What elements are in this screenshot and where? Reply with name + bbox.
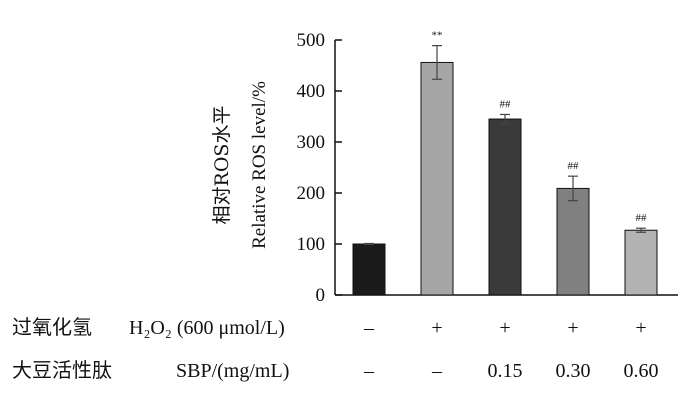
significance-label: ## — [636, 212, 648, 224]
y-axis-title-en: Relative ROS level/% — [249, 81, 270, 249]
significance-label: ## — [500, 98, 512, 110]
treatment-value: – — [363, 317, 375, 339]
bar — [352, 243, 386, 296]
treatment-agent: SBP/(mg/mL) — [176, 360, 289, 382]
treatment-value: 0.30 — [556, 360, 591, 382]
y-tick-label: 400 — [297, 81, 326, 102]
treatment-value: + — [499, 317, 510, 339]
bar — [556, 187, 590, 296]
treatment-value: + — [567, 317, 578, 339]
y-axis-title-cn: 相对ROS水平 — [211, 106, 233, 225]
bar — [420, 61, 454, 296]
treatment-agent: H₂O₂ (600 μmol/L) — [129, 317, 285, 339]
treatment-value: + — [431, 317, 442, 339]
y-tick-label: 100 — [297, 234, 326, 255]
significance-label: ** — [432, 30, 443, 42]
treatment-table: 过氧化氢 H₂O₂ (600 μmol/L) – + + + + 大豆活性肽 SBP/(mg/m… — [12, 315, 659, 382]
treatment-label: 大豆活性肽 — [12, 358, 112, 382]
treatment-value: 0.60 — [624, 360, 659, 382]
treatment-value: + — [635, 317, 646, 339]
treatment-label: 过氧化氢 — [12, 315, 92, 339]
bar — [488, 118, 522, 296]
bars: ** ## ## ## — [352, 30, 658, 296]
y-tick-label: 300 — [297, 132, 326, 153]
treatment-value: – — [363, 360, 375, 382]
bar — [624, 229, 658, 296]
treatment-value: 0.15 — [488, 360, 523, 382]
y-tick-label: 0 — [316, 285, 326, 306]
y-tick-label: 200 — [297, 183, 326, 204]
significance-label: ## — [568, 160, 580, 172]
y-tick-label: 500 — [297, 30, 326, 51]
y-ticks: 0 100 200 300 400 500 — [297, 30, 342, 306]
treatment-value: – — [431, 360, 443, 382]
